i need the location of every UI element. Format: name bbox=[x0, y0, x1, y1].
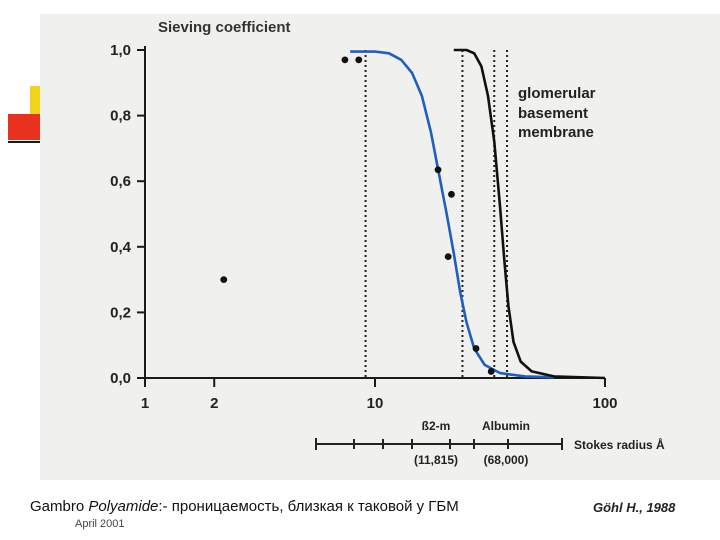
stokes-radius-label: Stokes radius Å bbox=[574, 437, 665, 452]
decorative-divider bbox=[8, 141, 42, 143]
data-point bbox=[341, 56, 349, 64]
y-tick-label: 0,6 bbox=[110, 173, 131, 190]
y-tick-label: 0,0 bbox=[110, 370, 131, 387]
marker-albumin-label: Albumin bbox=[482, 419, 530, 433]
caption-italic: Polyamide bbox=[88, 498, 159, 515]
y-tick-label: 1,0 bbox=[110, 42, 131, 59]
y-tick-label: 0,2 bbox=[110, 304, 131, 321]
annotation-line-2: basement bbox=[518, 105, 588, 122]
chart-title: Sieving coefficient bbox=[158, 19, 291, 36]
annotation-line-1: glomerular bbox=[518, 85, 596, 102]
annotation-line-3: membrane bbox=[518, 124, 594, 141]
y-tick-label: 0,4 bbox=[110, 239, 132, 256]
caption-text: :- проницаемость, близкая к таковой у ГБ… bbox=[158, 498, 459, 515]
data-point bbox=[448, 190, 455, 198]
date-label: April 2001 bbox=[75, 518, 125, 530]
x-tick-label: 100 bbox=[592, 395, 617, 412]
x-tick-label: 1 bbox=[141, 395, 149, 412]
caption: Gambro Polyamide:- проницаемость, близка… bbox=[30, 498, 710, 522]
series-curve bbox=[453, 48, 606, 380]
y-tick-label: 0,8 bbox=[110, 108, 131, 125]
x-tick-label: 10 bbox=[367, 395, 384, 412]
x-tick-label: 2 bbox=[210, 395, 218, 412]
chart-panel: Sieving coefficient 1,0 0,8 0,6 0,4 0,2 0,0 1 2… bbox=[40, 14, 720, 480]
data-point bbox=[472, 345, 480, 352]
data-point bbox=[444, 253, 452, 261]
marker-b2m-label: ß2-m bbox=[422, 419, 451, 433]
caption-prefix: Gambro bbox=[30, 498, 89, 515]
series-curve bbox=[350, 50, 555, 379]
sieving-coefficient-chart: Sieving coefficient 1,0 0,8 0,6 0,4 0,2 0,0 1 2… bbox=[110, 19, 665, 467]
data-point bbox=[355, 56, 363, 64]
data-point bbox=[487, 368, 495, 375]
caption-author: Göhl H., 1988 bbox=[593, 500, 676, 515]
marker-albumin-mw: (68,000) bbox=[484, 453, 529, 467]
marker-b2m-mw: (11,815) bbox=[414, 453, 458, 467]
data-point bbox=[220, 276, 228, 283]
data-point bbox=[434, 166, 442, 174]
